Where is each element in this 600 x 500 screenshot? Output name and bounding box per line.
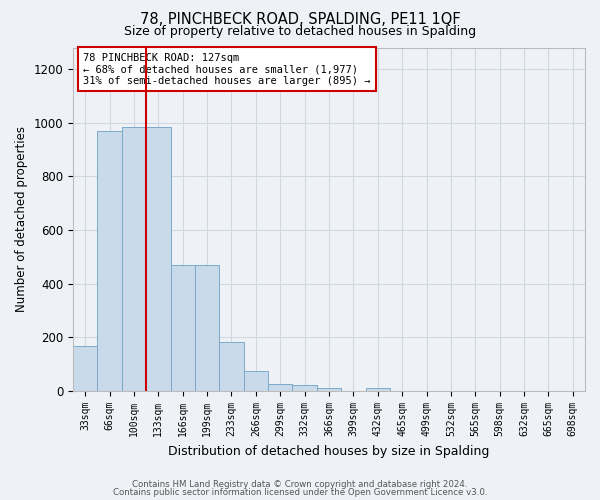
X-axis label: Distribution of detached houses by size in Spalding: Distribution of detached houses by size … (169, 444, 490, 458)
Bar (97, 130, 122, 391)
Text: Contains HM Land Registry data © Crown copyright and database right 2024.: Contains HM Land Registry data © Crown c… (132, 480, 468, 489)
Bar (220, 342, 244, 391)
Bar (365, 388, 390, 391)
Text: Size of property relative to detached houses in Spalding: Size of property relative to detached ho… (124, 25, 476, 38)
Text: 78 PINCHBECK ROAD: 127sqm
← 68% of detached houses are smaller (1,977)
31% of se: 78 PINCHBECK ROAD: 127sqm ← 68% of detac… (83, 52, 371, 86)
Bar (244, 371, 268, 391)
Bar (122, 126, 146, 391)
Bar (292, 386, 317, 391)
Bar (195, 265, 220, 391)
Bar (170, 265, 195, 391)
Text: Contains public sector information licensed under the Open Government Licence v3: Contains public sector information licen… (113, 488, 487, 497)
Bar (146, 126, 170, 391)
Bar (73, 346, 97, 391)
Bar (268, 384, 292, 391)
Text: 78, PINCHBECK ROAD, SPALDING, PE11 1QF: 78, PINCHBECK ROAD, SPALDING, PE11 1QF (140, 12, 460, 28)
Y-axis label: Number of detached properties: Number of detached properties (15, 126, 28, 312)
Bar (317, 388, 341, 391)
